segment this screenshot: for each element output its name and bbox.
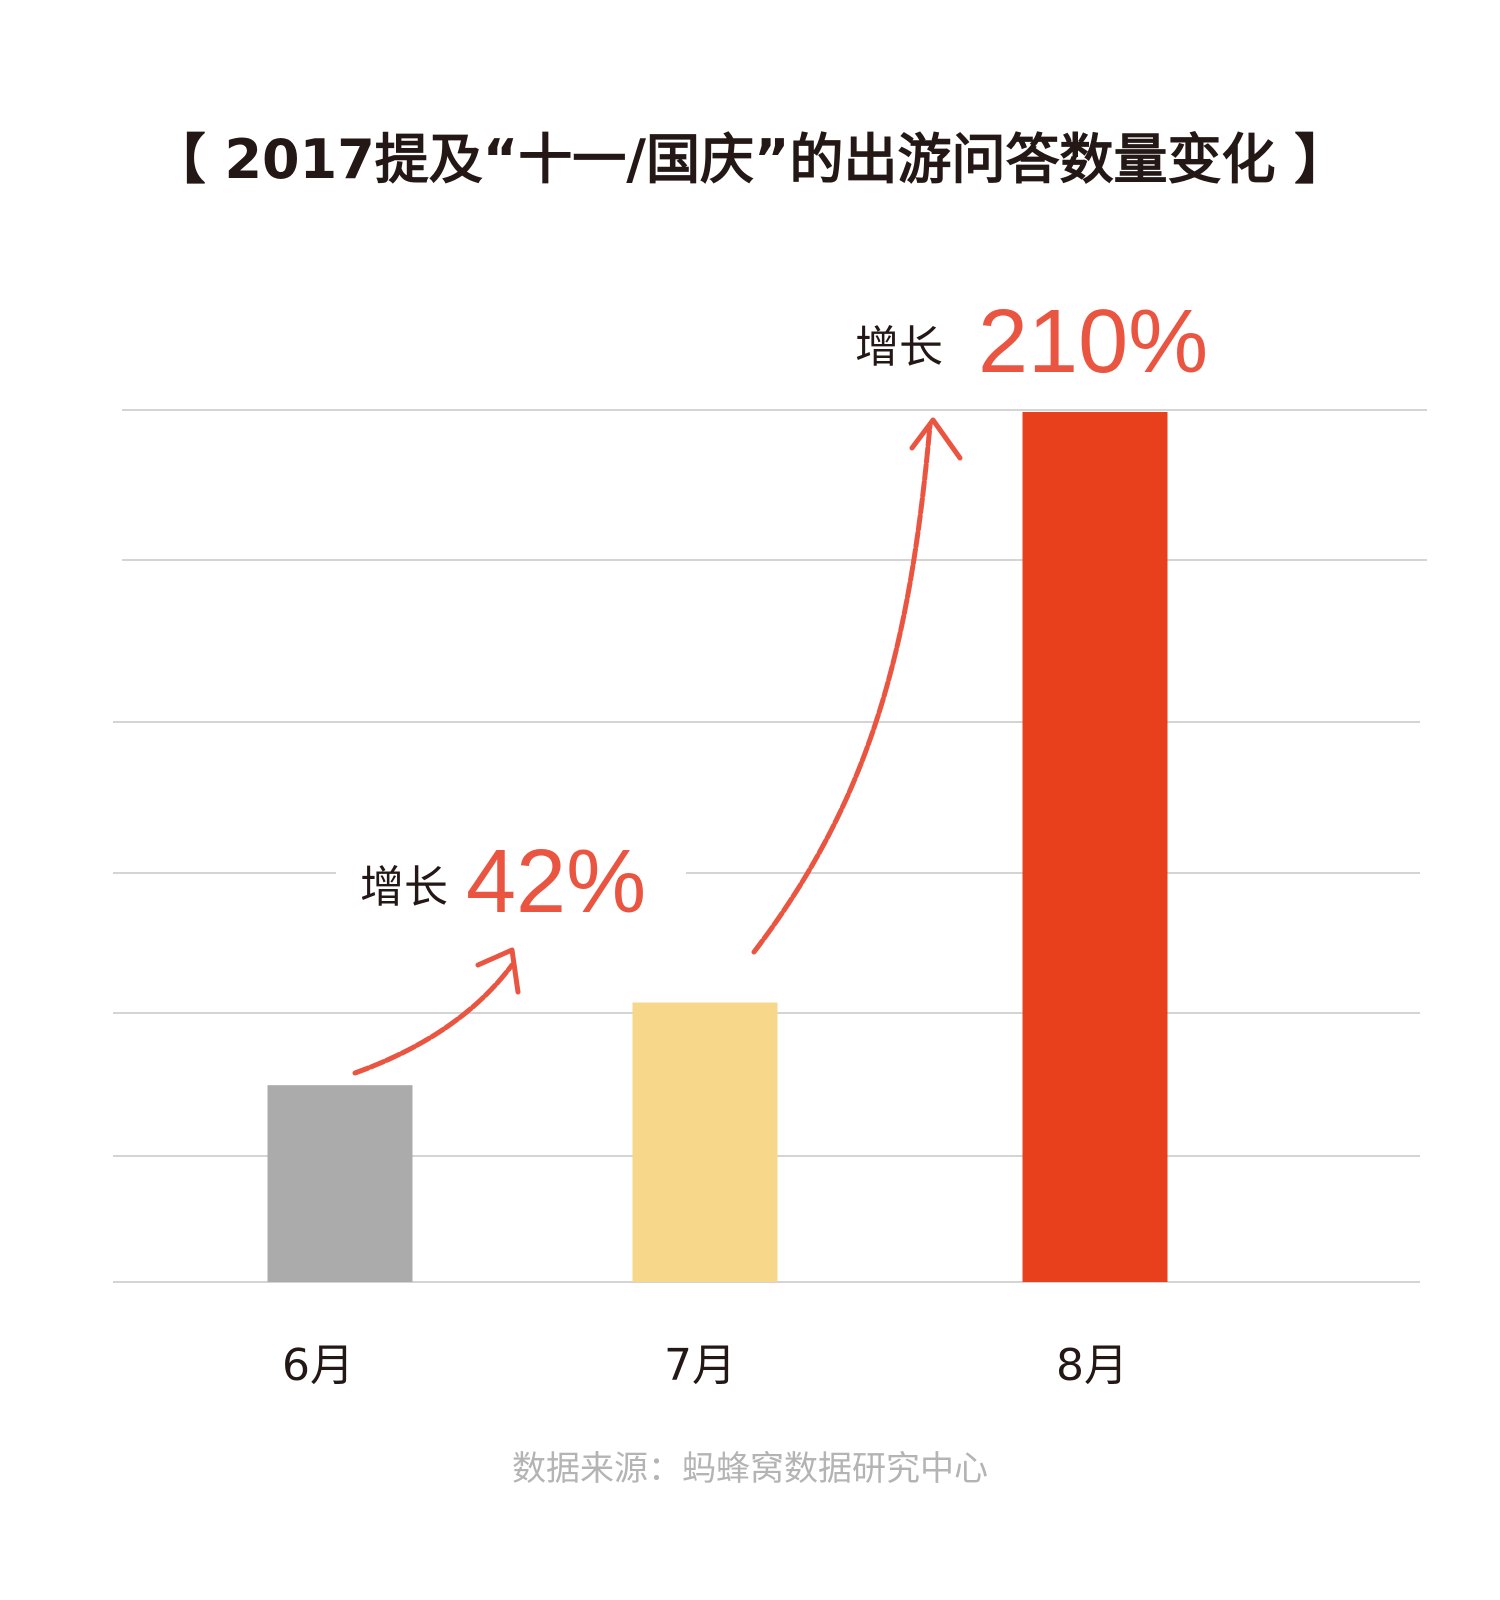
bars	[267, 412, 1168, 1282]
growth-label: 增长	[360, 862, 448, 913]
growth-annotations: 增长 42% 增长 210%	[336, 292, 1208, 932]
growth-arrow-head	[475, 947, 521, 995]
growth-label: 增长	[855, 322, 943, 373]
category-label: 8月	[1056, 1340, 1128, 1391]
data-source: 数据来源：蚂蜂窝数据研究中心	[512, 1449, 988, 1489]
category-label: 7月	[664, 1340, 736, 1391]
growth-arrow-1	[352, 962, 515, 1076]
growth-arrows	[352, 417, 963, 1076]
growth-value: 210%	[978, 292, 1208, 392]
category-labels: 6月 7月 8月	[282, 1340, 1128, 1391]
growth-arrow-2	[751, 422, 933, 955]
annotation-backdrop	[336, 845, 686, 915]
bar-8月	[1022, 412, 1168, 1282]
chart-title: 【 2017提及“十一/国庆”的出游问答数量变化 】	[152, 128, 1349, 191]
bar-7月	[632, 1002, 778, 1282]
bar-6月	[267, 1085, 413, 1282]
growth-arrow-head	[909, 417, 963, 461]
growth-value: 42%	[466, 832, 646, 932]
category-label: 6月	[282, 1340, 354, 1391]
